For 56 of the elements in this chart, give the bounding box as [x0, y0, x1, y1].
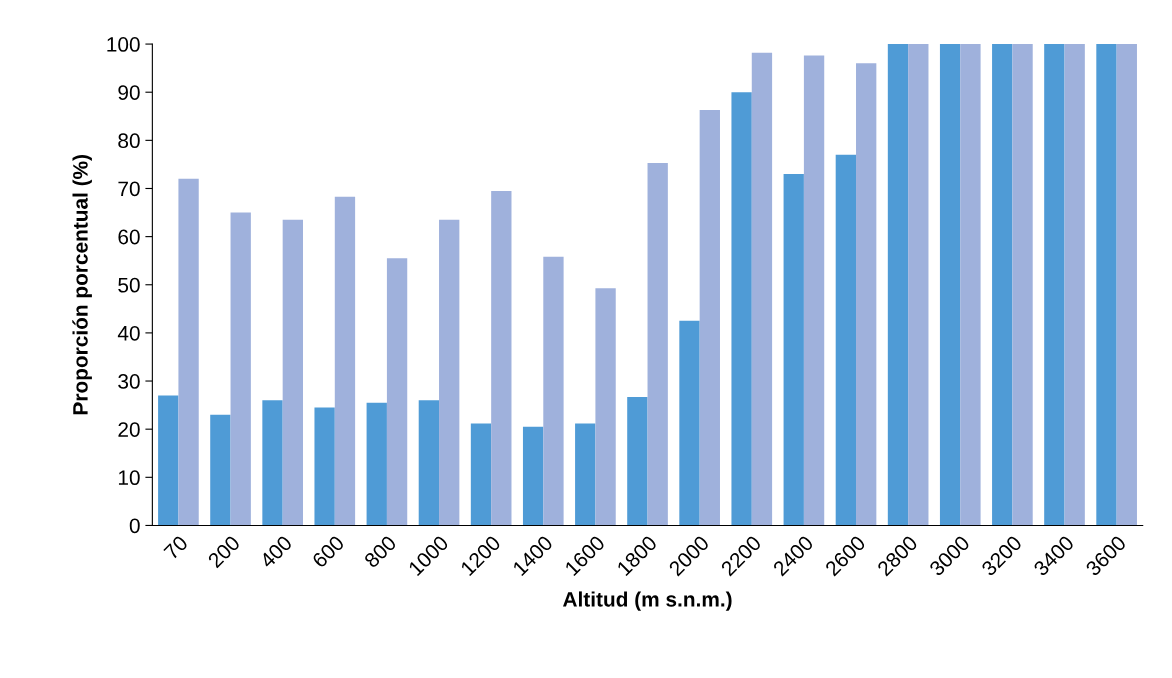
bar [366, 402, 387, 526]
bar [491, 190, 512, 526]
bar [1116, 44, 1137, 526]
bar [418, 400, 440, 526]
x-tick-label: 800 [363, 534, 398, 569]
bar [887, 44, 909, 526]
bar [1012, 44, 1033, 526]
x-axis-title: Altitud (m s.n.m.) [562, 591, 732, 611]
bar [803, 55, 825, 526]
bar [856, 63, 877, 526]
bar [334, 196, 356, 526]
bar [835, 154, 857, 526]
bar [522, 426, 544, 526]
x-tick-label: 400 [258, 534, 293, 569]
bar [178, 178, 199, 526]
bar [386, 258, 408, 526]
y-tick-label: 40 [117, 325, 140, 341]
bar [751, 52, 773, 526]
y-tick-label: 70 [118, 181, 140, 197]
y-tick-label: 60 [118, 229, 140, 245]
bar [1064, 44, 1085, 526]
bar [1096, 44, 1117, 526]
bar [992, 44, 1013, 526]
y-axis-title: Proporción porcentual (%) [72, 155, 92, 415]
y-tick-label: 30 [118, 374, 140, 389]
bar [939, 44, 961, 526]
bar [210, 414, 231, 526]
y-tick-label: 100 [107, 37, 140, 52]
x-tick-label: 200 [207, 534, 241, 569]
bar [1044, 44, 1065, 526]
bar [908, 44, 929, 526]
y-tick-label: 10 [118, 470, 140, 486]
bar [314, 407, 335, 526]
bar [679, 320, 700, 526]
bar [575, 423, 596, 526]
x-tick-label: 70 [163, 534, 189, 561]
bar [230, 212, 251, 526]
bar [647, 162, 668, 526]
bar [282, 219, 303, 526]
bar [960, 44, 981, 526]
bar [439, 219, 460, 526]
bar [543, 256, 564, 526]
y-tick-label: 90 [118, 85, 140, 100]
x-tick-label: 600 [311, 534, 346, 569]
y-tick-label: 80 [118, 133, 140, 149]
y-tick-label: 20 [118, 422, 140, 437]
bar [262, 400, 283, 526]
bar [731, 92, 752, 526]
bar [158, 395, 179, 526]
bar [699, 110, 720, 526]
bar [627, 396, 648, 526]
bar [783, 174, 804, 526]
bar [595, 288, 616, 526]
bar [470, 423, 492, 526]
y-tick-label: 50 [118, 277, 140, 293]
y-tick-label: 0 [129, 518, 140, 534]
